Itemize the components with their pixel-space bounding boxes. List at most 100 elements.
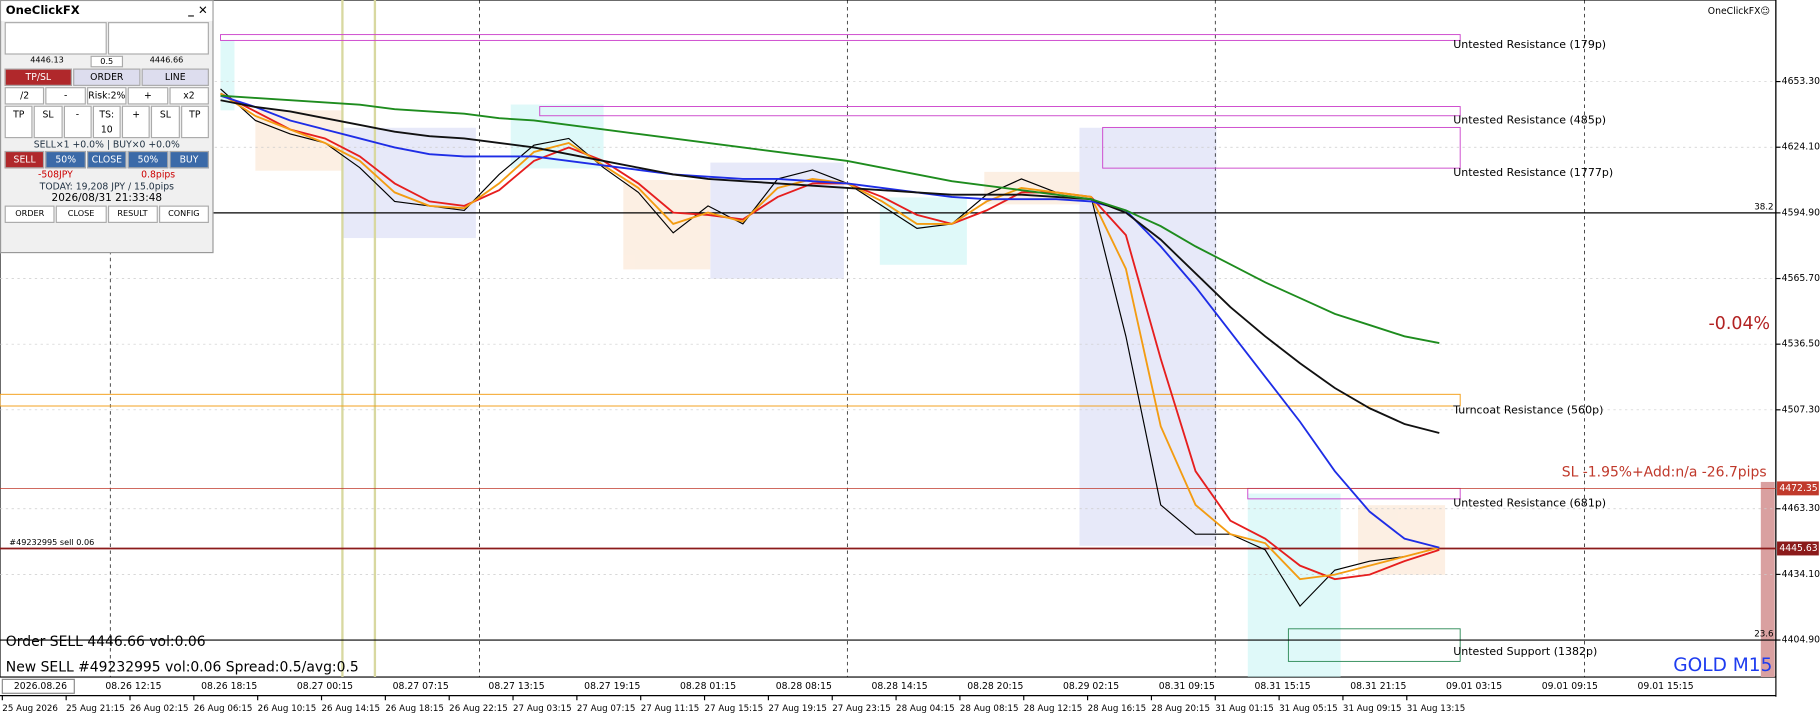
clock: 2026/08/31 21:33:48 — [51, 192, 163, 205]
panel-button[interactable]: TP/SL — [4, 68, 72, 86]
bar-time-label: 08.31 09:15 — [1159, 681, 1215, 692]
bar-time-label: 08.31 21:15 — [1350, 681, 1406, 692]
panel-button[interactable]: 50% — [45, 150, 86, 169]
y-tick-label: 4434.10 — [1782, 569, 1820, 580]
buy-button[interactable]: BUY — [107, 22, 209, 55]
x-tick-label: 28 Aug 16:15 — [1088, 704, 1147, 714]
panel-button[interactable]: ORDER — [4, 205, 55, 223]
bar-time-label: 08.27 07:15 — [393, 681, 449, 692]
pl: -508JPY — [37, 169, 73, 181]
x-tick-label: 26 Aug 10:15 — [258, 704, 317, 714]
pips: 0.8pips — [141, 169, 176, 181]
moving-average — [220, 94, 1440, 549]
zone-label: Untested Support (1382p) — [1453, 645, 1597, 658]
zone — [539, 106, 1461, 117]
symbol: GOLD M15 — [1673, 655, 1772, 676]
panel-button[interactable]: SELL — [4, 150, 45, 169]
x-tick-label: 25 Aug 2026 — [2, 704, 58, 714]
bar-time-label: 08.27 13:15 — [488, 681, 544, 692]
y-tick-label: 4507.30 — [1782, 404, 1820, 415]
x-tick-label: 31 Aug 09:15 — [1343, 704, 1402, 714]
risk-row: /2- Risk:2% + x2 — [4, 87, 209, 105]
date-marker: 2026.08.26 — [14, 681, 67, 692]
oneclickfx-panel: OneClickFX _ ✕ SELL BUY 4446.13 0.5 4446.… — [0, 0, 214, 254]
x-tick-label: 27 Aug 15:15 — [705, 704, 764, 714]
bar-time-label: 08.28 20:15 — [967, 681, 1023, 692]
x-tick-label: 31 Aug 01:15 — [1215, 704, 1274, 714]
panel-button[interactable]: x2 — [169, 87, 209, 105]
panel-button[interactable]: - — [45, 87, 86, 105]
trade-row: SELL BUY — [4, 22, 209, 55]
panel-button[interactable]: /2 — [4, 87, 45, 105]
panel-button[interactable]: CLOSE — [56, 205, 107, 223]
bar-time-label: 08.29 02:15 — [1063, 681, 1119, 692]
bar-time-label: 08.28 08:15 — [776, 681, 832, 692]
panel-button[interactable]: CLOSE — [86, 150, 127, 169]
brand: OneClickFX☺ — [1708, 6, 1770, 17]
bar-time-label: 08.26 12:15 — [105, 681, 161, 692]
pl-row: -508JPY 0.8pips — [5, 170, 209, 180]
tab-row: TP/SL ORDER LINE — [4, 68, 209, 86]
x-tick-label: 28 Aug 12:15 — [1024, 704, 1083, 714]
x-tick-label: 26 Aug 18:15 — [385, 704, 444, 714]
close-row: SELL 50% CLOSE 50% BUY — [4, 150, 209, 169]
panel-button[interactable]: TP — [180, 105, 209, 139]
zone-label: Turncoat Resistance (560p) — [1452, 404, 1603, 417]
panel-button[interactable]: SL — [33, 105, 63, 139]
panel-button[interactable]: + — [122, 105, 151, 139]
date-marker-box — [1, 678, 75, 694]
moving-average — [220, 99, 1440, 434]
x-tick-label: 26 Aug 22:15 — [449, 704, 508, 714]
panel-button[interactable]: CONFIG — [158, 205, 209, 223]
fib-label: 38.2 — [1754, 203, 1773, 213]
panel-button[interactable]: + — [127, 87, 168, 105]
bar-time-label: 08.27 00:15 — [297, 681, 353, 692]
y-tick-label: 4404.90 — [1782, 635, 1820, 646]
bar-time-label: 08.28 14:15 — [871, 681, 927, 692]
panel-button[interactable]: 50% — [127, 150, 168, 169]
moving-average — [220, 92, 1440, 581]
panel-button[interactable]: ORDER — [73, 68, 141, 86]
panel-button[interactable]: SL — [151, 105, 180, 139]
zone — [1102, 126, 1461, 169]
positions: SELL×1 +0.0% | BUY×0 +0.0% — [33, 139, 180, 150]
quote-row: 4446.13 0.5 4446.66 — [5, 55, 209, 68]
panel-button[interactable]: Risk:2% — [86, 87, 127, 105]
order-price: 4445.63 — [1779, 543, 1817, 554]
lot[interactable]: 0.5 — [90, 55, 124, 68]
message: New SELL #49232995 vol:0.06 Spread:0.5/a… — [6, 660, 359, 676]
sl-text: SL -1.95%+Add:n/a -26.7pips — [1562, 465, 1767, 481]
today-row: TODAY: 19,208 JPY / 15.0pips — [5, 181, 209, 191]
panel-header: OneClickFX _ ✕ — [1, 1, 213, 21]
x-tick-label: 31 Aug 13:15 — [1407, 704, 1466, 714]
sell-button[interactable]: SELL — [4, 22, 107, 55]
y-tick-label: 4565.70 — [1782, 273, 1820, 284]
bar-time-label: 08.26 18:15 — [201, 681, 257, 692]
x-tick-label: 25 Aug 21:15 — [66, 704, 125, 714]
bar-time-label: 09.01 09:15 — [1542, 681, 1598, 692]
panel-title: OneClickFX — [5, 4, 80, 18]
panel-button[interactable]: RESULT — [107, 205, 158, 223]
x-tick-label: 26 Aug 14:15 — [322, 704, 381, 714]
y-tick-label: 4463.30 — [1782, 503, 1820, 514]
panel-button[interactable]: TS: 10 — [92, 105, 121, 139]
panel-button[interactable]: TP — [4, 105, 33, 139]
ts-row: TP SL - TS: 10 + SL TP — [4, 105, 209, 139]
sl-bar — [1760, 481, 1775, 678]
price-line — [220, 88, 1440, 608]
x-tick-label: 26 Aug 02:15 — [130, 704, 189, 714]
bar-time-label: 08.31 15:15 — [1255, 681, 1311, 692]
panel-button[interactable]: LINE — [141, 68, 209, 86]
x-tick-label: 28 Aug 20:15 — [1151, 704, 1210, 714]
order-label: #49232995 sell 0.06 — [9, 537, 94, 547]
panel-button[interactable]: BUY — [169, 150, 209, 169]
x-tick-label: 28 Aug 08:15 — [960, 704, 1019, 714]
bar-time-label: 09.01 03:15 — [1446, 681, 1502, 692]
zone — [1287, 628, 1461, 662]
today: TODAY: 19,208 JPY / 15.0pips — [39, 181, 174, 192]
zone-label: Untested Resistance (179p) — [1453, 38, 1606, 51]
bid: 4446.13 — [30, 55, 64, 66]
zone-label: Untested Resistance (1777p) — [1453, 166, 1613, 179]
y-tick-label: 4536.50 — [1782, 339, 1820, 350]
panel-button[interactable]: - — [63, 105, 92, 139]
